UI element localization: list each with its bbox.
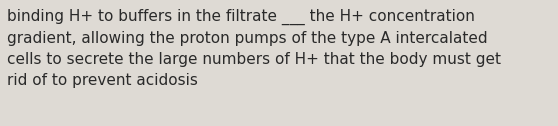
Text: binding H+ to buffers in the filtrate ___ the H+ concentration
gradient, allowin: binding H+ to buffers in the filtrate __… <box>7 9 501 88</box>
